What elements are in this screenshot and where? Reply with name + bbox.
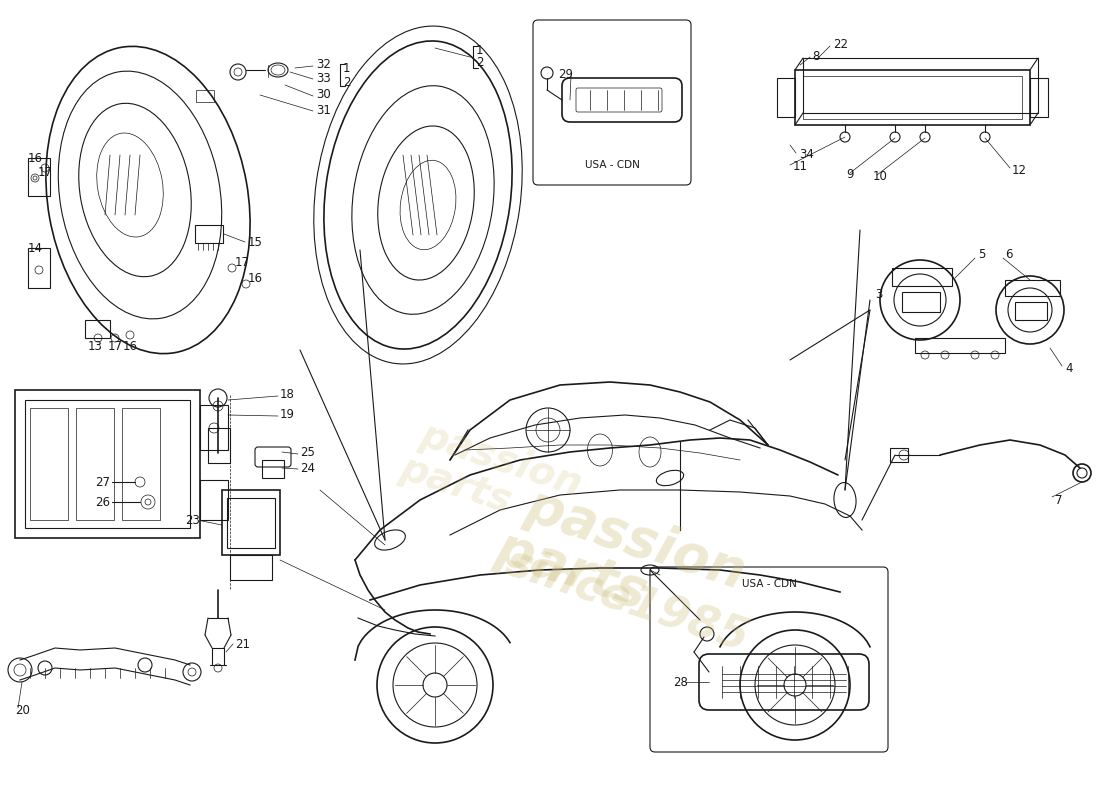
Text: 23: 23 (185, 514, 200, 526)
Text: 34: 34 (799, 149, 814, 162)
Text: 10: 10 (872, 170, 888, 183)
Text: USA - CDN: USA - CDN (741, 579, 796, 589)
Text: USA - CDN: USA - CDN (584, 160, 639, 170)
Text: 7: 7 (1055, 494, 1063, 506)
Text: 16: 16 (122, 341, 138, 354)
Text: 15: 15 (248, 235, 263, 249)
Text: 20: 20 (15, 703, 30, 717)
Text: 30: 30 (316, 89, 331, 102)
Text: 17: 17 (108, 341, 122, 354)
Text: 21: 21 (235, 638, 250, 651)
Text: 26: 26 (95, 495, 110, 509)
Text: 4: 4 (1065, 362, 1072, 374)
Text: 5: 5 (978, 249, 986, 262)
Text: 28: 28 (673, 675, 688, 689)
Text: 29: 29 (558, 69, 573, 82)
Text: 2: 2 (343, 75, 351, 89)
Text: 13: 13 (88, 341, 102, 354)
Text: 9: 9 (846, 169, 854, 182)
Text: 27: 27 (95, 475, 110, 489)
Text: 1: 1 (343, 62, 351, 74)
Text: 11: 11 (793, 161, 808, 174)
Text: 17: 17 (235, 255, 250, 269)
Text: 18: 18 (280, 389, 295, 402)
Text: 32: 32 (316, 58, 331, 71)
Text: 16: 16 (248, 271, 263, 285)
Text: 31: 31 (316, 103, 331, 117)
Text: 8: 8 (812, 50, 820, 62)
Text: 19: 19 (280, 409, 295, 422)
Text: 16: 16 (28, 151, 43, 165)
Text: 2: 2 (476, 57, 484, 70)
Text: parts: parts (395, 449, 516, 521)
Text: parts: parts (490, 521, 654, 619)
Text: 1: 1 (476, 43, 484, 57)
Text: 25: 25 (300, 446, 315, 459)
Text: 33: 33 (316, 71, 331, 85)
Text: 3: 3 (874, 289, 882, 302)
Text: 12: 12 (1012, 163, 1027, 177)
Text: since1985: since1985 (500, 540, 755, 660)
Text: 24: 24 (300, 462, 315, 474)
Text: 14: 14 (28, 242, 43, 254)
Text: passion: passion (415, 416, 586, 504)
Text: 6: 6 (1005, 249, 1012, 262)
Text: 17: 17 (39, 166, 53, 178)
Text: 22: 22 (833, 38, 848, 51)
Text: passion: passion (520, 480, 752, 600)
